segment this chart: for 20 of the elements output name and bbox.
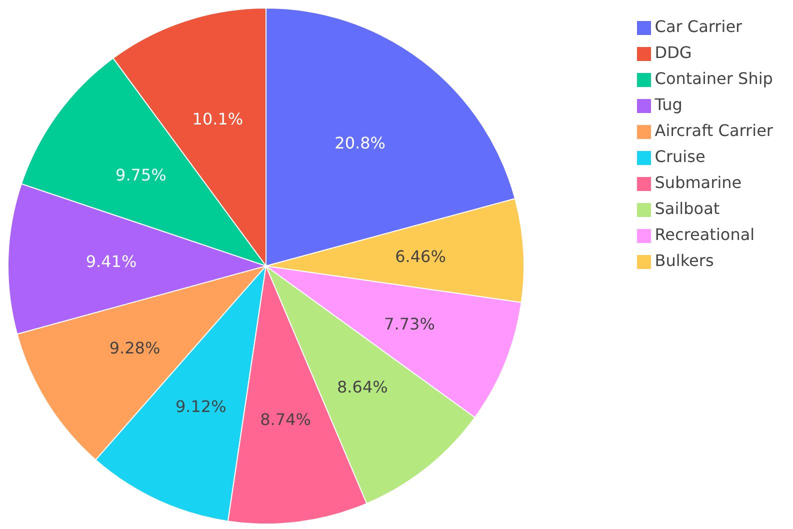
data-label: 8.74%	[260, 410, 311, 430]
data-label: 9.28%	[109, 338, 160, 358]
data-label: 7.73%	[384, 314, 435, 334]
legend-label: Cruise	[654, 147, 706, 166]
data-label: 6.46%	[395, 247, 446, 266]
data-label: 9.12%	[175, 396, 226, 416]
legend-label: Sailboat	[654, 199, 720, 218]
legend-label: Submarine	[654, 173, 742, 192]
data-label: 9.75%	[116, 165, 166, 184]
data-label: 9.41%	[86, 252, 137, 272]
legend-label: Container Ship	[654, 69, 773, 88]
legend-label: Aircraft Carrier	[654, 121, 773, 140]
data-label: 8.64%	[337, 378, 388, 397]
legend-label: DDG	[654, 43, 692, 62]
legend-label: Recreational	[654, 225, 755, 244]
legend-label: Car Carrier	[654, 17, 742, 36]
data-label: 20.8%	[334, 134, 386, 153]
legend-label: Bulkers	[654, 251, 714, 270]
legend-label: Tug	[654, 95, 682, 114]
data-label: 10.1%	[192, 109, 244, 128]
